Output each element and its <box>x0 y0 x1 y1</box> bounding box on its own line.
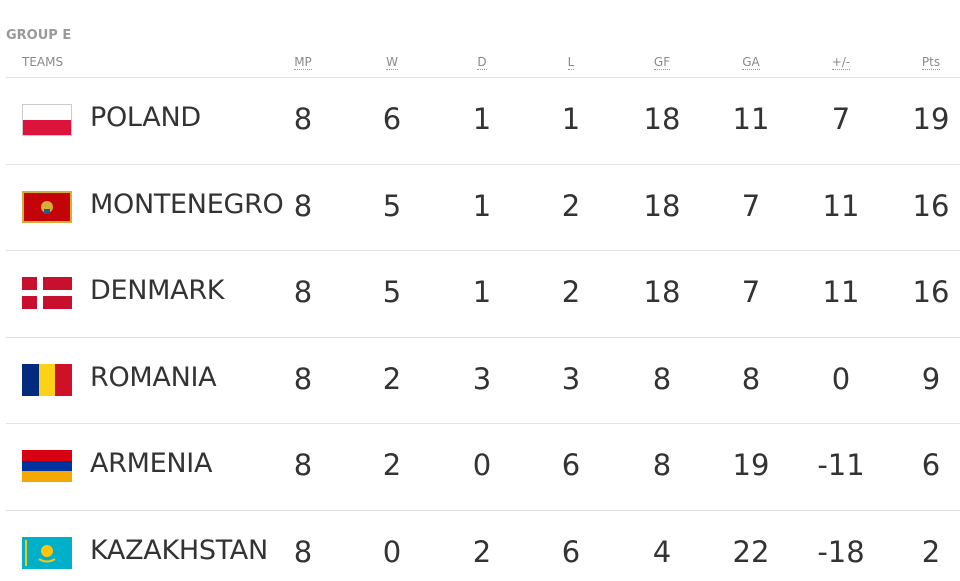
group-title: GROUP E <box>6 28 72 43</box>
team-row: KAZAKHSTAN 8 0 2 6 4 22 -18 2 <box>6 510 960 581</box>
column-abbr: Pts <box>921 55 941 70</box>
team-row: POLAND 8 6 1 1 18 11 7 19 <box>6 77 960 164</box>
column-header: +/- <box>801 55 881 70</box>
team-name: ARMENIA <box>90 448 213 480</box>
team-flag <box>22 450 72 483</box>
stat-cell: 3 <box>472 361 492 396</box>
stat-cell: 6 <box>382 102 402 136</box>
stat-cell: 2 <box>472 535 492 569</box>
column-header: GA <box>711 55 791 70</box>
stat-cell: 6 <box>561 535 581 569</box>
team-row: MONTENEGRO 8 5 1 2 18 7 11 16 <box>6 163 960 251</box>
stat-cell: 0 <box>831 361 851 396</box>
stat-cell: 18 <box>643 275 681 310</box>
column-header: W <box>352 55 432 70</box>
stat-cell: 2 <box>382 448 402 483</box>
column-abbr: L <box>567 55 575 70</box>
stat-cell: -18 <box>817 535 865 569</box>
team-name: POLAND <box>90 102 201 133</box>
stat-cell: 1 <box>472 102 492 136</box>
column-header: Pts <box>891 55 960 70</box>
stat-cell: 19 <box>912 102 950 136</box>
stat-cell: 6 <box>561 448 581 483</box>
stat-cell: 8 <box>293 188 313 223</box>
stat-cell: 0 <box>382 535 402 569</box>
column-abbr: +/- <box>831 55 851 70</box>
stat-cell: 8 <box>293 275 313 310</box>
stat-cell: 16 <box>912 275 950 310</box>
stat-cell: 1 <box>472 188 492 223</box>
stat-cell: 2 <box>382 361 402 396</box>
teams-header: TEAMS <box>22 55 64 69</box>
column-header: D <box>442 55 522 70</box>
stat-cell: 7 <box>831 102 851 136</box>
stat-cell: 2 <box>921 535 941 569</box>
stat-cell: 9 <box>921 361 941 396</box>
team-name: ROMANIA <box>90 361 217 393</box>
team-flag <box>22 277 72 310</box>
stat-cell: 11 <box>732 102 770 136</box>
stat-cell: 16 <box>912 188 950 223</box>
stat-cell: 1 <box>561 102 581 136</box>
column-abbr: D <box>477 55 487 70</box>
stat-cell: 2 <box>561 275 581 310</box>
team-name: DENMARK <box>90 275 225 307</box>
stat-cell: 3 <box>561 361 581 396</box>
stat-cell: 19 <box>732 448 770 483</box>
column-header: GF <box>622 55 702 70</box>
stat-cell: 1 <box>472 275 492 310</box>
stat-cell: 22 <box>732 535 770 569</box>
column-header: MP <box>263 55 343 70</box>
team-flag <box>22 363 72 396</box>
stat-cell: 11 <box>822 275 860 310</box>
stat-cell: 18 <box>643 102 681 136</box>
stat-cell: 7 <box>741 188 761 223</box>
column-abbr: W <box>386 55 398 70</box>
stat-cell: 5 <box>382 188 402 223</box>
stat-cell: 6 <box>921 448 941 483</box>
stat-cell: 8 <box>652 448 672 483</box>
stat-cell: 8 <box>293 102 313 136</box>
stat-cell: 11 <box>822 188 860 223</box>
stat-cell: 8 <box>293 448 313 483</box>
column-abbr: MP <box>294 55 312 70</box>
team-name: KAZAKHSTAN <box>90 535 268 566</box>
column-header: L <box>531 55 611 70</box>
stat-cell: 2 <box>561 188 581 223</box>
stat-cell: 8 <box>293 361 313 396</box>
team-flag <box>22 104 72 136</box>
team-name: MONTENEGRO <box>90 188 284 220</box>
team-row: DENMARK 8 5 1 2 18 7 11 16 <box>6 250 960 337</box>
column-abbr: GF <box>653 55 671 70</box>
stat-cell: 8 <box>293 535 313 569</box>
team-row: ARMENIA 8 2 0 6 8 19 -11 6 <box>6 423 960 510</box>
stat-cell: -11 <box>817 448 865 483</box>
team-flag <box>22 190 72 223</box>
stat-cell: 8 <box>741 361 761 396</box>
team-row: ROMANIA 8 2 3 3 8 8 0 9 <box>6 336 960 424</box>
column-abbr: GA <box>742 55 760 70</box>
stat-cell: 7 <box>741 275 761 310</box>
stat-cell: 4 <box>652 535 672 569</box>
stat-cell: 8 <box>652 361 672 396</box>
stat-cell: 0 <box>472 448 492 483</box>
team-flag <box>22 537 72 569</box>
stat-cell: 18 <box>643 188 681 223</box>
stat-cell: 5 <box>382 275 402 310</box>
